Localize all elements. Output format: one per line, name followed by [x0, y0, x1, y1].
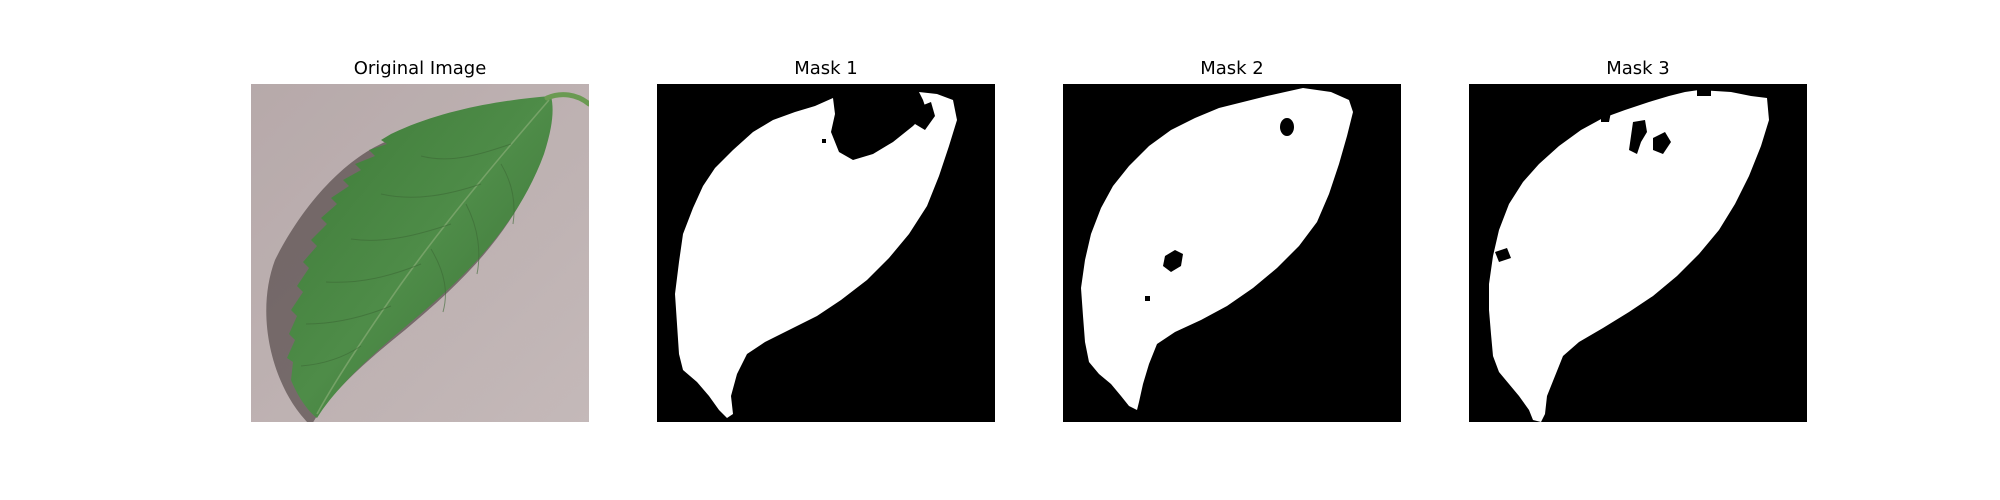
mask-image-2	[1063, 84, 1401, 422]
mask-1	[657, 84, 995, 422]
mask-hole	[1280, 118, 1294, 136]
mask-hole	[1629, 120, 1647, 154]
panel-title: Mask 3	[1606, 58, 1670, 79]
panel-title: Original Image	[353, 58, 487, 79]
leaf-stem	[544, 92, 589, 107]
mask-hole	[1163, 250, 1183, 272]
mask-2	[1063, 84, 1401, 422]
mask-image-3	[1469, 84, 1807, 422]
leaf	[287, 96, 553, 418]
leaf-midrib	[316, 99, 550, 415]
mask-hole	[1653, 132, 1671, 154]
panel-mask-2: Mask 2	[1063, 0, 1401, 500]
panel-title: Mask 2	[1200, 58, 1264, 79]
panel-title: Mask 1	[794, 58, 858, 79]
mask-image-1	[657, 84, 995, 422]
panel-mask-1: Mask 1	[657, 0, 995, 500]
mask-foreground	[1081, 88, 1353, 410]
panel-mask-3: Mask 3	[1469, 0, 1807, 500]
mask-hole	[822, 139, 826, 143]
mask-foreground	[675, 92, 957, 418]
mask-hole	[1495, 248, 1511, 262]
original-image	[251, 84, 589, 422]
leaf-photo	[251, 84, 589, 422]
mask-foreground	[1489, 90, 1769, 422]
leaf-veins	[300, 143, 515, 367]
mask-hole	[1601, 112, 1611, 122]
mask-hole	[915, 102, 935, 130]
mask-3	[1469, 84, 1807, 422]
panel-original-image: Original Image	[251, 0, 589, 500]
mask-hole	[1145, 296, 1150, 301]
mask-hole	[1697, 88, 1711, 96]
